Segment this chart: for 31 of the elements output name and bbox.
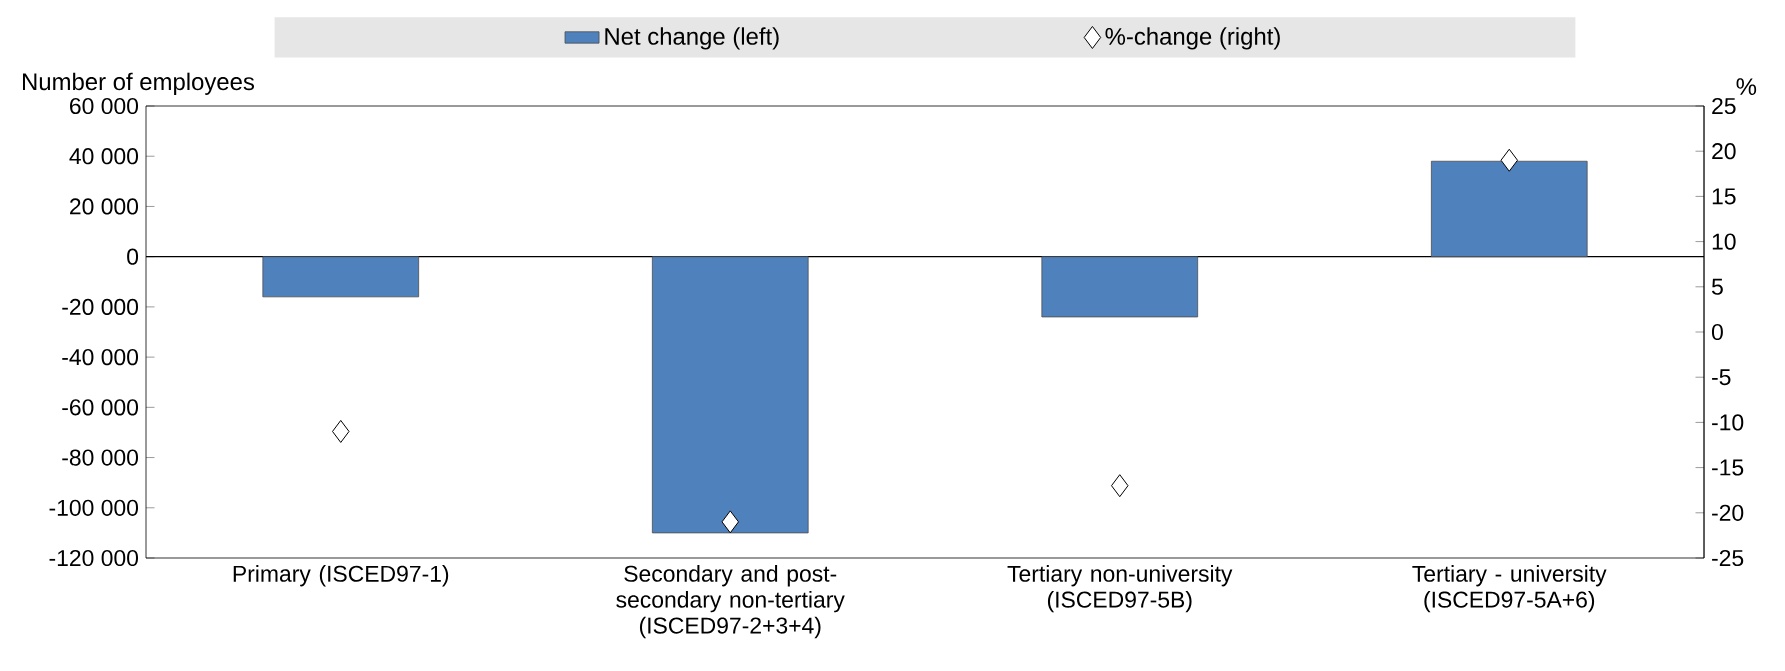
y-tick-label: -100 000: [49, 499, 139, 516]
y-tick-label: -20 000: [62, 298, 139, 315]
y2-tick-label: 25: [1712, 97, 1736, 115]
x-tick-label: Tertiary non-university (ISCED97-5B): [1007, 565, 1233, 613]
legend-label: Net change (left): [605, 27, 779, 50]
y-tick-label: -80 000: [62, 449, 139, 466]
y2-tick-label: 5: [1711, 278, 1723, 295]
y2-tick-label: 20: [1712, 143, 1736, 160]
point: [1500, 148, 1519, 172]
y2-tick-label: -15: [1712, 459, 1744, 476]
y-tick-label: 40 000: [69, 148, 139, 165]
y-tick-label: -120 000: [49, 549, 139, 567]
x-tick-label: Primary (ISCED97-1): [233, 565, 449, 587]
x-tick-label: Tertiary - university (ISCED97-5A+6): [1412, 565, 1607, 613]
y2-tick-label: 15: [1712, 188, 1736, 205]
y2-axis-title: %: [1736, 78, 1757, 95]
y2-tick-label: -20: [1712, 504, 1744, 521]
point: [721, 510, 740, 534]
y2-tick-label: -5: [1712, 369, 1731, 386]
y2-tick-label: -10: [1712, 414, 1744, 431]
x-tick-label: Secondary and post-secondary non-tertiary (ISCED97-2+3+4): [616, 565, 845, 639]
y-tick-label: 20 000: [70, 198, 139, 215]
y-tick-label: 0: [127, 248, 139, 265]
y-axis-title: Number of employees: [23, 72, 255, 95]
y2-tick-label: -25: [1712, 549, 1744, 567]
y-tick-label: -60 000: [62, 399, 139, 416]
y-tick-label: 60 000: [70, 97, 139, 115]
y2-tick-label: 0: [1711, 323, 1723, 341]
y2-tick-label: 10: [1712, 233, 1736, 250]
y-tick-label: -40 000: [62, 349, 139, 366]
legend-label: %-change (right): [1105, 27, 1280, 50]
